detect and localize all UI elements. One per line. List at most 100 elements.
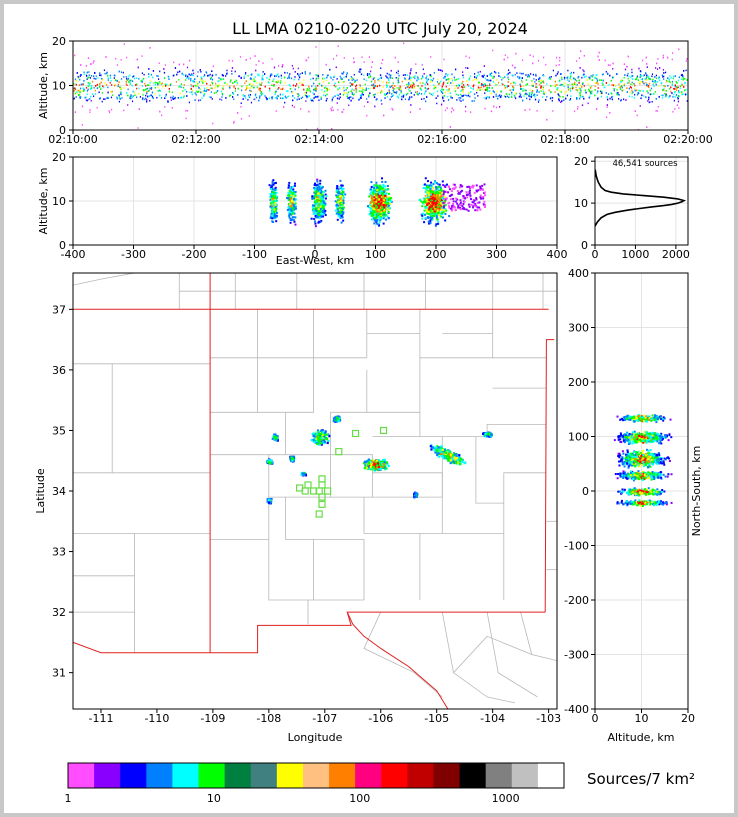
- time-height-source: [326, 74, 329, 77]
- time-height-source: [386, 85, 388, 87]
- time-height-source: [247, 74, 249, 77]
- time-height-source: [671, 58, 673, 61]
- time-height-source: [282, 87, 284, 90]
- time-height-source: [372, 84, 374, 87]
- time-height-source: [596, 80, 598, 83]
- ew-source: [336, 206, 339, 209]
- time-height-source: [379, 91, 382, 94]
- time-height-source: [482, 75, 484, 78]
- ew-source: [311, 197, 314, 200]
- time-height-source: [363, 78, 365, 81]
- time-height-source: [507, 72, 509, 75]
- time-height-source: [421, 98, 423, 100]
- time-height-source: [458, 84, 460, 87]
- time-height-source: [443, 58, 445, 61]
- time-height-source: [399, 87, 401, 89]
- time-height-source: [678, 76, 680, 79]
- ew-source: [272, 197, 275, 200]
- time-height-source: [556, 88, 558, 91]
- ew-source: [426, 216, 429, 219]
- time-height-source: [554, 91, 556, 93]
- time-height-source: [325, 90, 328, 92]
- time-height-source: [530, 73, 532, 75]
- ew-source: [381, 207, 384, 210]
- time-height-source: [558, 64, 560, 66]
- ew-source: [375, 198, 378, 201]
- ew-source: [376, 197, 379, 200]
- ew-source: [377, 196, 380, 199]
- ew-source: [294, 207, 297, 210]
- time-height-source: [350, 76, 352, 78]
- ew-source: [380, 186, 383, 189]
- time-height-source: [164, 64, 166, 66]
- time-height-source: [662, 94, 664, 97]
- time-height-source: [222, 74, 224, 77]
- time-height-source: [296, 83, 298, 85]
- time-height-source: [535, 74, 537, 77]
- time-height-source: [398, 74, 400, 77]
- time-height-source: [441, 92, 444, 95]
- time-height-source: [109, 77, 112, 79]
- time-height-source: [324, 94, 327, 97]
- time-height-source: [461, 95, 463, 97]
- time-height-source: [408, 75, 411, 78]
- time-height-source: [203, 94, 205, 97]
- time-height-source: [641, 94, 643, 97]
- time-height-source: [83, 88, 85, 91]
- time-height-source: [522, 88, 524, 90]
- time-height-source: [370, 70, 372, 73]
- time-height-source: [281, 65, 283, 68]
- time-height-source: [364, 83, 366, 86]
- time-height-source: [302, 84, 304, 86]
- time-height-source: [130, 94, 132, 96]
- time-height-source: [174, 97, 176, 100]
- time-height-source: [403, 42, 405, 45]
- time-height-source: [457, 87, 459, 89]
- time-height-source: [594, 89, 596, 91]
- time-height-source: [287, 77, 289, 80]
- time-height-source: [278, 75, 280, 78]
- time-height-source: [188, 78, 190, 80]
- time-height-source: [383, 114, 385, 117]
- time-height-source: [337, 108, 339, 111]
- time-height-source: [305, 91, 307, 94]
- time-height-source: [443, 100, 445, 102]
- time-height-source: [307, 95, 309, 98]
- time-height-source: [233, 120, 235, 123]
- ew-source: [334, 200, 337, 203]
- time-height-source: [628, 87, 631, 90]
- time-height-source: [353, 73, 355, 76]
- ew-source: [387, 188, 390, 191]
- time-height-source: [655, 83, 657, 86]
- time-height-source: [633, 83, 635, 85]
- time-height-source: [145, 97, 147, 100]
- time-height-source: [561, 78, 563, 81]
- ew-source: [288, 216, 291, 219]
- time-height-source: [73, 87, 76, 90]
- ew-source: [373, 219, 376, 222]
- ew-source: [339, 199, 342, 202]
- time-height-source: [275, 90, 277, 93]
- ew-source: [384, 180, 387, 183]
- ew-source: [384, 213, 387, 216]
- time-height-source: [291, 64, 293, 67]
- time-height-source: [180, 86, 182, 88]
- time-height-source: [277, 65, 280, 67]
- time-height-source: [369, 87, 371, 90]
- time-height-source: [240, 77, 242, 79]
- ew-source: [269, 205, 272, 208]
- ew-source: [383, 190, 386, 193]
- ew-source: [337, 208, 340, 211]
- time-height-source: [654, 76, 656, 78]
- ew-source: [382, 201, 385, 204]
- time-height-source: [198, 87, 200, 90]
- time-height-source: [395, 76, 397, 79]
- time-height-source: [247, 99, 249, 101]
- time-height-source: [518, 76, 521, 79]
- time-height-source: [86, 90, 89, 92]
- time-height-source: [341, 78, 344, 80]
- time-height-source: [126, 92, 128, 94]
- time-height-source: [620, 79, 622, 82]
- time-height-source: [306, 95, 308, 98]
- time-height-source: [89, 77, 92, 79]
